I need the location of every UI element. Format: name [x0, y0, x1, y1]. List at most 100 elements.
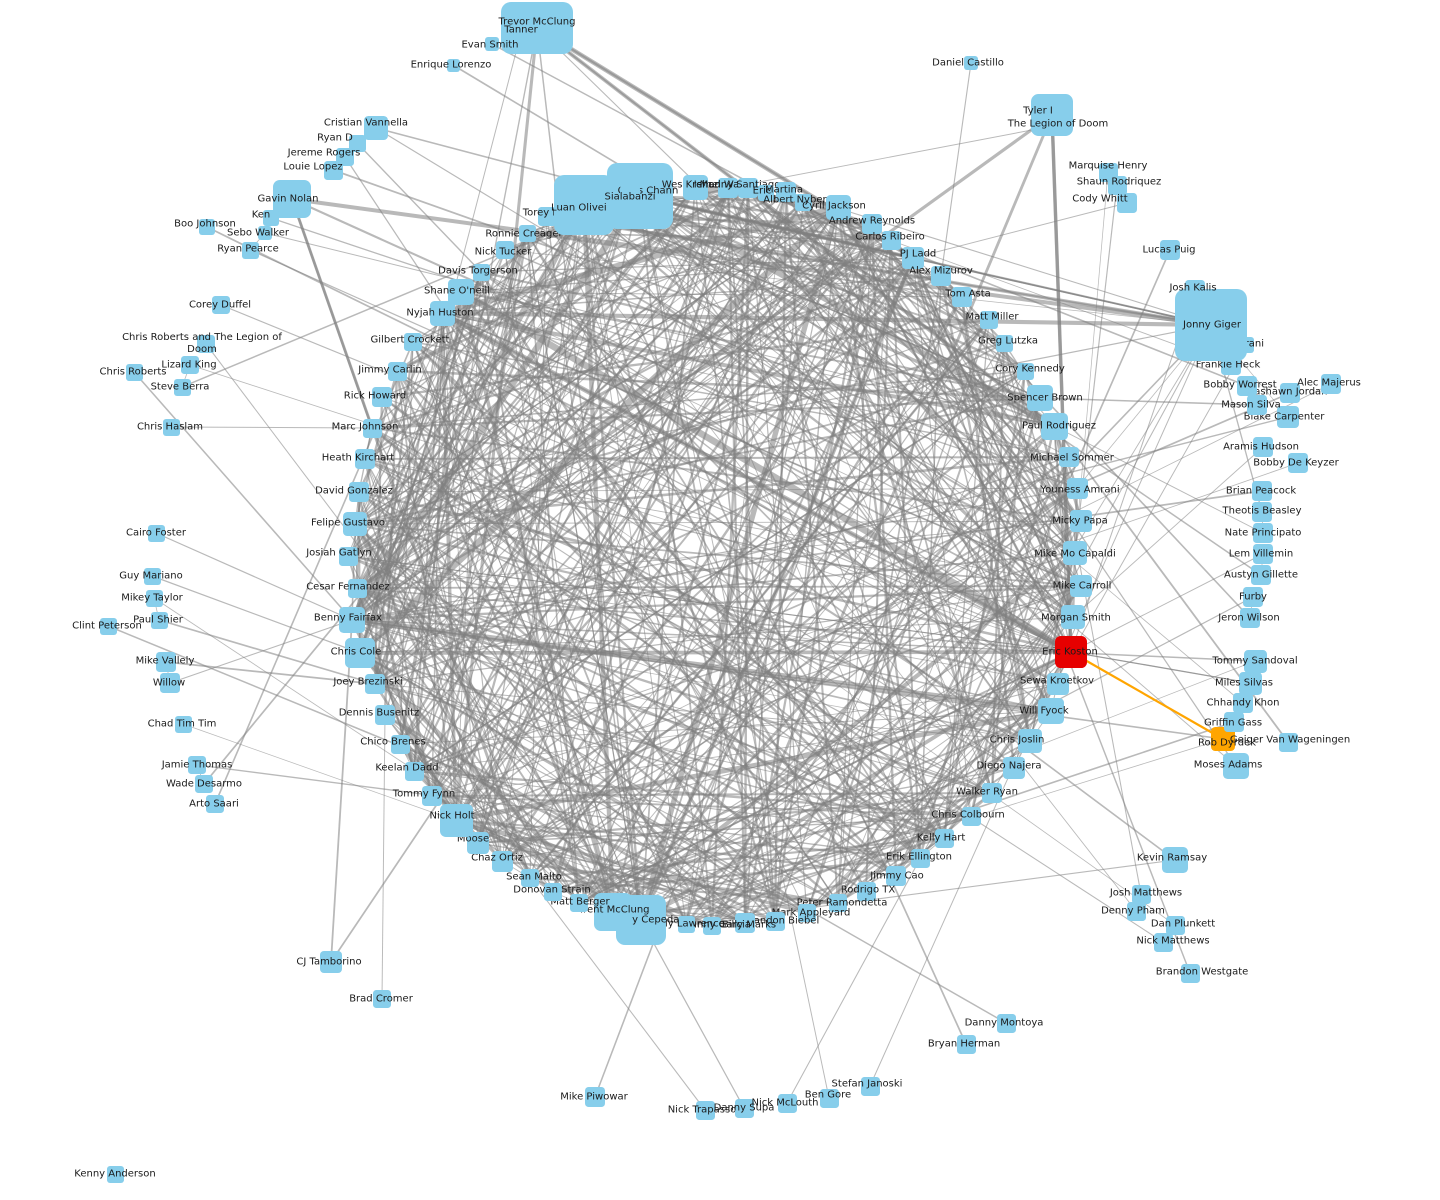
graph-node[interactable]	[931, 266, 951, 286]
graph-node[interactable]	[1059, 447, 1079, 467]
graph-node[interactable]	[1162, 847, 1188, 873]
graph-node[interactable]	[1027, 385, 1053, 411]
graph-node[interactable]	[99, 617, 117, 635]
graph-node[interactable]	[1243, 587, 1263, 607]
graph-node[interactable]	[862, 214, 882, 234]
graph-node[interactable]	[320, 951, 342, 973]
graph-node[interactable]	[980, 311, 998, 329]
graph-node[interactable]	[1040, 412, 1068, 440]
graph-node[interactable]	[349, 482, 369, 502]
graph-node[interactable]	[345, 638, 375, 668]
graph-node[interactable]	[798, 904, 816, 922]
graph-node[interactable]	[160, 673, 180, 693]
graph-node[interactable]	[485, 37, 499, 51]
graph-node[interactable]	[439, 803, 473, 837]
graph-node[interactable]	[1107, 175, 1127, 195]
graph-node[interactable]	[1288, 453, 1308, 473]
graph-node[interactable]	[518, 224, 536, 242]
graph-node[interactable]	[472, 263, 490, 281]
graph-node[interactable]	[1061, 605, 1085, 629]
graph-node[interactable]	[145, 589, 163, 607]
graph-node[interactable]	[446, 58, 460, 72]
graph-node[interactable]	[347, 578, 367, 598]
graph-node[interactable]	[961, 806, 981, 826]
graph-node[interactable]	[1126, 901, 1146, 921]
graph-node[interactable]	[677, 915, 695, 933]
graph-node[interactable]	[404, 333, 422, 351]
graph-node[interactable]	[1247, 395, 1267, 415]
graph-node[interactable]	[594, 893, 632, 931]
graph-node[interactable]	[513, 25, 529, 41]
graph-node[interactable]	[964, 56, 978, 70]
graph-node[interactable]	[765, 911, 785, 931]
graph-node[interactable]	[1253, 437, 1273, 457]
graph-node[interactable]	[241, 241, 259, 259]
graph-node[interactable]	[1180, 963, 1200, 983]
graph-node[interactable]	[1252, 481, 1272, 501]
graph-node[interactable]	[199, 219, 215, 235]
graph-node[interactable]	[682, 174, 708, 200]
graph-node[interactable]	[162, 418, 180, 436]
graph-node[interactable]	[125, 363, 143, 381]
graph-node[interactable]	[1066, 477, 1088, 499]
graph-node[interactable]	[375, 705, 395, 725]
graph-node[interactable]	[1165, 915, 1185, 935]
graph-node[interactable]	[496, 241, 514, 259]
graph-node[interactable]	[570, 894, 588, 912]
graph-node[interactable]	[1117, 193, 1137, 213]
graph-node[interactable]	[263, 210, 279, 226]
graph-node[interactable]	[777, 1093, 797, 1113]
graph-node[interactable]	[1070, 575, 1092, 597]
graph-node[interactable]	[372, 387, 392, 407]
graph-node[interactable]	[1223, 753, 1249, 779]
graph-node[interactable]	[1321, 374, 1341, 394]
graph-node[interactable]	[886, 866, 906, 886]
graph-node[interactable]	[1070, 510, 1092, 532]
graph-node[interactable]	[174, 715, 192, 733]
graph-node[interactable]	[703, 917, 721, 935]
graph-node[interactable]	[1251, 565, 1271, 585]
graph-node[interactable]	[197, 335, 215, 353]
graph-node[interactable]	[1038, 698, 1064, 724]
graph-node[interactable]	[1050, 117, 1066, 133]
graph-node[interactable]	[343, 512, 367, 536]
graph-node[interactable]	[147, 524, 165, 542]
graph-node[interactable]	[1253, 544, 1273, 564]
graph-node[interactable]	[195, 775, 213, 793]
graph-node[interactable]	[1055, 636, 1087, 668]
graph-node[interactable]	[364, 116, 388, 140]
graph-node[interactable]	[1016, 362, 1034, 380]
graph-node[interactable]	[982, 783, 1002, 803]
graph-node[interactable]	[1224, 712, 1244, 732]
graph-node[interactable]	[429, 300, 455, 326]
graph-node[interactable]	[819, 1088, 839, 1108]
graph-node[interactable]	[881, 230, 901, 250]
graph-node[interactable]	[1243, 649, 1267, 673]
graph-node[interactable]	[390, 734, 410, 754]
graph-node[interactable]	[952, 287, 972, 307]
graph-node[interactable]	[521, 869, 539, 887]
graph-node[interactable]	[734, 1098, 754, 1118]
graph-node[interactable]	[491, 850, 513, 872]
graph-node[interactable]	[956, 1034, 976, 1054]
graph-node[interactable]	[1175, 289, 1247, 361]
graph-node[interactable]	[995, 334, 1013, 352]
graph-node[interactable]	[585, 1087, 605, 1107]
graph-node[interactable]	[735, 913, 755, 933]
graph-node[interactable]	[150, 611, 168, 629]
graph-node[interactable]	[258, 226, 272, 240]
graph-node[interactable]	[934, 828, 954, 848]
graph-node[interactable]	[996, 1013, 1016, 1033]
graph-node[interactable]	[1003, 757, 1025, 779]
graph-node[interactable]	[1252, 502, 1272, 522]
graph-node[interactable]	[106, 1165, 124, 1183]
graph-node[interactable]	[1277, 406, 1299, 428]
graph-node[interactable]	[902, 247, 924, 269]
graph-node[interactable]	[607, 163, 673, 229]
graph-node[interactable]	[373, 990, 391, 1008]
graph-node[interactable]	[718, 178, 738, 198]
graph-node[interactable]	[1240, 608, 1260, 628]
graph-node[interactable]	[156, 652, 176, 672]
graph-node[interactable]	[339, 607, 365, 633]
graph-node[interactable]	[910, 848, 930, 868]
